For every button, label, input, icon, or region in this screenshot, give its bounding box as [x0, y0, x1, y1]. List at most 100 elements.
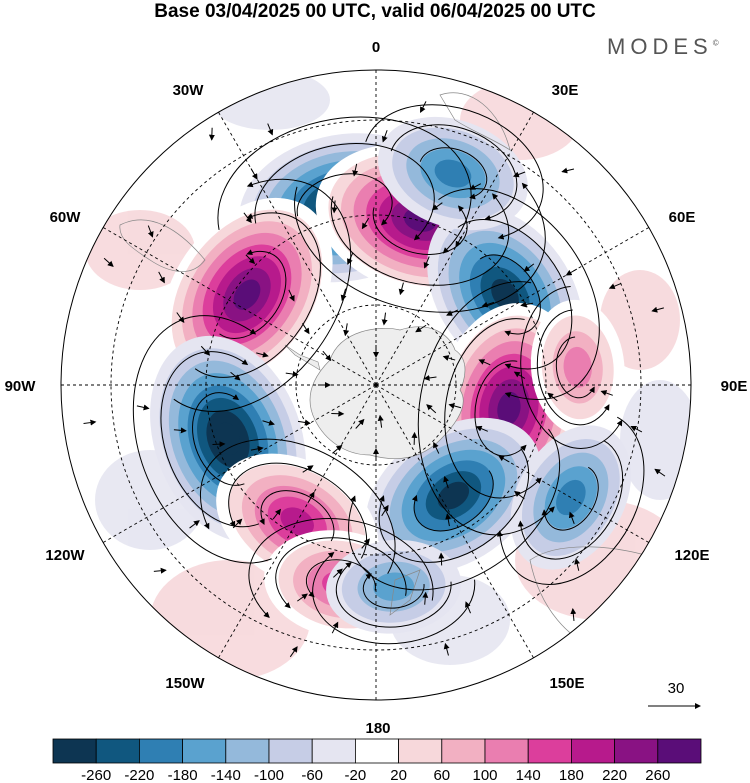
streamline [330, 193, 510, 286]
colorbar-swatch [527, 738, 572, 764]
streamline [378, 448, 530, 563]
reference-vector-label: 30 [668, 680, 685, 697]
wind-arrow [438, 552, 445, 566]
wind-arrow [455, 235, 463, 248]
anomaly-contour [497, 391, 521, 425]
anomaly-contour [233, 279, 261, 310]
wind-arrow [423, 256, 430, 269]
wind-arrow [426, 404, 437, 414]
wind-arrow [512, 171, 526, 178]
streamline [457, 218, 573, 370]
colorbar-swatch [95, 738, 140, 764]
longitude-labels: 0 30E 60E 90E 120E 150E 180 150W 120W 90… [5, 39, 748, 737]
colorbar-swatch [138, 738, 183, 764]
wind-arrow [498, 455, 510, 463]
wind-arrow [243, 212, 252, 224]
streamline [305, 559, 376, 598]
colorbar-swatch [225, 738, 270, 764]
streamline [248, 518, 434, 618]
wind-arrow [568, 511, 575, 524]
streamline [474, 360, 527, 457]
wind-arrow [377, 414, 384, 428]
wind-arrow [307, 491, 315, 504]
wind-arrow [302, 323, 310, 335]
colorbar-swatch [311, 738, 356, 764]
meridian-line [375, 227, 650, 386]
colorbar-swatch [182, 738, 227, 764]
wind-arrow [297, 593, 308, 602]
anomaly-contour [437, 481, 470, 510]
graticule [61, 70, 691, 700]
meridian-line [102, 384, 377, 543]
streamline [173, 178, 352, 412]
wind-arrow [288, 289, 295, 302]
colorbar: -260 -220 -180 -140 -100 -60 -20 20 60 100 140 180 2… [52, 738, 702, 783]
lon-label-30e: 30E [552, 82, 579, 99]
lon-label-90e: 90E [721, 378, 748, 395]
colorbar-tick-label: -260 [81, 767, 111, 783]
wind-arrow [547, 392, 558, 402]
colorbar-tick-label: -180 [168, 767, 198, 783]
wind-arrow [352, 163, 359, 177]
wind-arrow [654, 468, 666, 477]
south-america-landmass [119, 219, 206, 272]
wind-arrow [136, 404, 150, 411]
lon-label-30w: 30W [173, 82, 205, 99]
streamline [555, 336, 595, 399]
meridian-line [375, 384, 650, 543]
wind-arrow [469, 183, 482, 190]
wind-arrow [347, 252, 354, 265]
wind-arrow [422, 591, 429, 605]
wind-arrow [600, 390, 613, 396]
meridian-line [218, 111, 377, 386]
streamline [294, 182, 546, 313]
new-zealand-landmass [389, 569, 421, 616]
wind-arrow [513, 371, 526, 379]
wind-arrow [608, 283, 622, 290]
streamline [372, 205, 468, 255]
wind-arrow [381, 130, 388, 143]
colorbar-tick-label: -140 [211, 767, 241, 783]
wind-arrow [565, 268, 578, 276]
colorbar-tick-label: -220 [124, 767, 154, 783]
colorbar-swatch [484, 738, 529, 764]
map-title: Base 03/04/2025 00 UTC, valid 06/04/2025… [154, 1, 596, 22]
wind-arrow [523, 263, 535, 272]
meridian-line [375, 111, 534, 386]
colorbar-tick-label: 220 [602, 767, 627, 783]
wind-streamlines [83, 101, 666, 658]
wind-arrow [232, 518, 243, 529]
colorbar-tick-label: 180 [559, 767, 584, 783]
colorbar-swatch [268, 738, 313, 764]
colorbar-tick-label: 60 [433, 767, 450, 783]
streamline [365, 104, 544, 240]
wind-arrow [355, 418, 365, 429]
streamline [348, 428, 561, 591]
streamline [496, 416, 645, 585]
lon-label-120e: 120E [674, 547, 709, 564]
colorbar-swatch [441, 738, 486, 764]
wind-arrow [245, 254, 256, 265]
wind-arrow [651, 306, 664, 313]
meridian-line [218, 384, 377, 659]
wind-arrow [420, 101, 427, 113]
antarctica-landmass [309, 326, 466, 460]
anomaly-contour [434, 159, 472, 188]
streamline [444, 318, 542, 499]
wind-arrow [448, 403, 462, 409]
streamline [259, 490, 335, 542]
wind-arrow [520, 301, 534, 308]
wind-arrow [332, 444, 343, 454]
wind-arrow [103, 257, 114, 267]
wind-arrow [147, 225, 154, 238]
wind-arrow [361, 217, 370, 230]
wind-arrow [561, 167, 575, 174]
wind-arrow [322, 350, 332, 362]
wind-arrow [570, 608, 577, 621]
wind-arrow [381, 504, 389, 517]
wind-arrow [443, 642, 450, 656]
wind-arrow [465, 601, 471, 614]
wind-arrow [331, 621, 339, 634]
streamline [199, 438, 396, 574]
